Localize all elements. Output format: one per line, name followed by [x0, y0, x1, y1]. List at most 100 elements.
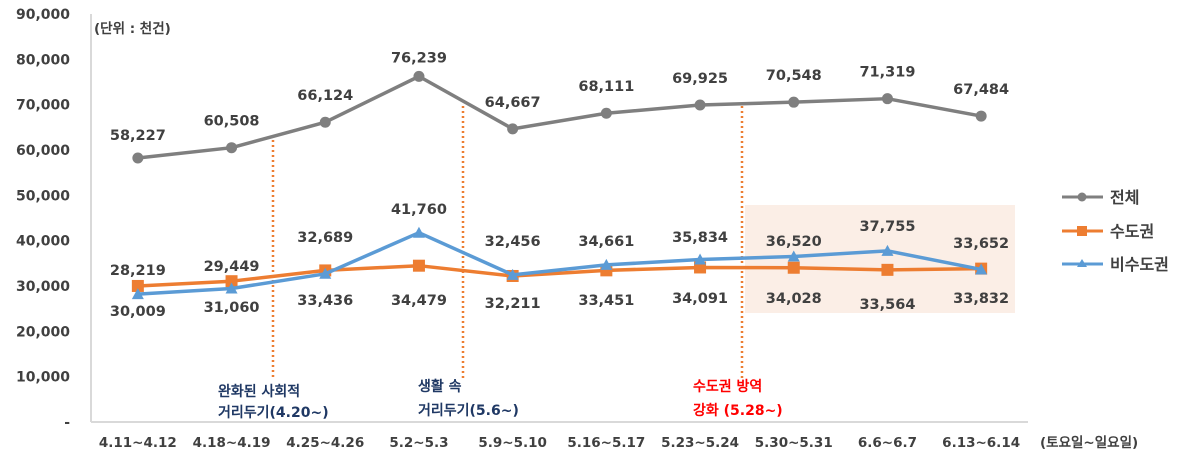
legend: 전체 수도권 비수도권	[1062, 188, 1169, 274]
x-tick-label: 4.25~4.26	[286, 435, 364, 451]
data-label: 32,211	[485, 296, 541, 312]
unit-label: (단위 : 천건)	[94, 20, 171, 37]
data-label: 34,091	[672, 291, 728, 307]
square-marker-icon[interactable]	[131, 279, 144, 292]
annotation-1-line2: 거리두기(4.20~)	[218, 405, 329, 421]
legend-item-capital-area[interactable]: 수도권	[1062, 222, 1154, 241]
x-tick-label: 4.11~4.12	[99, 435, 177, 451]
data-label: 33,564	[859, 297, 915, 313]
circle-marker-icon[interactable]	[132, 152, 144, 164]
square-marker-icon[interactable]	[881, 263, 894, 276]
data-label: 64,667	[485, 95, 541, 111]
data-label: 41,760	[391, 202, 447, 218]
annotation-2-line2: 거리두기(5.6~)	[418, 403, 519, 419]
x-axis-label: (토요일~일요일)	[1040, 435, 1138, 451]
triangle-marker-icon[interactable]	[787, 250, 800, 262]
triangle-marker-icon[interactable]	[225, 282, 238, 294]
data-label: 68,111	[578, 79, 634, 95]
data-label: 69,925	[672, 71, 728, 87]
circle-marker-icon[interactable]	[975, 110, 987, 122]
series-total	[132, 70, 987, 164]
data-label: 71,319	[859, 65, 915, 81]
y-tick-label: 60,000	[16, 143, 70, 159]
circle-marker-icon	[1077, 192, 1087, 202]
annotation-3-line2: 강화 (5.28~)	[693, 402, 783, 419]
data-label: 60,508	[204, 114, 260, 130]
series-line	[137, 263, 982, 288]
legend-item-total[interactable]: 전체	[1062, 188, 1139, 207]
series-non-capital-area	[131, 226, 988, 300]
x-tick-label: 5.9~5.10	[478, 435, 547, 451]
circle-marker-icon[interactable]	[507, 123, 519, 135]
x-tick-label: 5.30~5.31	[755, 435, 833, 451]
circle-marker-icon[interactable]	[226, 142, 238, 154]
data-label: 76,239	[391, 50, 447, 66]
data-label: 34,479	[391, 293, 447, 309]
triangle-marker-icon[interactable]	[131, 288, 144, 300]
y-tick-label: 30,000	[16, 279, 70, 295]
triangle-marker-icon[interactable]	[412, 226, 425, 238]
y-tick-label: 20,000	[16, 324, 70, 340]
annotation-1-line1: 완화된 사회적	[218, 383, 300, 400]
square-marker-icon[interactable]	[787, 261, 800, 274]
triangle-marker-icon[interactable]	[881, 244, 894, 256]
data-label: 32,456	[485, 234, 541, 250]
square-marker-icon[interactable]	[412, 259, 425, 272]
square-marker-icon	[1077, 226, 1087, 236]
x-axis-ticks: 4.11~4.12 4.18~4.19 4.25~4.26 5.2~5.3 5.9~5.…	[99, 435, 1020, 451]
data-label: 58,227	[110, 128, 166, 144]
data-label: 37,755	[859, 219, 915, 235]
y-tick-label: 50,000	[16, 188, 70, 204]
circle-marker-icon[interactable]	[319, 116, 331, 128]
series-line	[137, 74, 982, 160]
x-tick-label: 6.13~6.14	[942, 435, 1020, 451]
data-label: 33,832	[953, 291, 1009, 307]
circle-marker-icon[interactable]	[788, 96, 800, 108]
x-tick-label: 5.2~5.3	[389, 435, 448, 451]
circle-marker-icon[interactable]	[881, 93, 893, 105]
data-label: 32,689	[297, 230, 353, 246]
circle-marker-icon[interactable]	[694, 99, 706, 111]
data-labels: 58,227 60,508 66,124 76,239 64,667 68,111 69,9…	[110, 50, 1009, 320]
data-label: 30,009	[110, 304, 166, 320]
x-tick-label: 5.16~5.17	[567, 435, 645, 451]
data-label: 31,060	[204, 300, 260, 316]
x-tick-label: 4.18~4.19	[193, 435, 271, 451]
y-tick-label: 40,000	[16, 234, 70, 250]
data-label: 34,661	[578, 234, 634, 250]
x-tick-label: 6.6~6.7	[858, 435, 917, 451]
circle-marker-icon[interactable]	[600, 107, 612, 119]
triangle-marker-icon[interactable]	[506, 268, 519, 280]
data-label: 33,451	[578, 293, 634, 309]
y-tick-label: 80,000	[16, 52, 70, 68]
data-label: 67,484	[953, 82, 1009, 98]
triangle-marker-icon[interactable]	[694, 253, 707, 265]
data-label: 28,219	[110, 263, 166, 279]
annotation-2-line1: 생활 속	[418, 378, 462, 395]
y-tick-label: -	[64, 415, 70, 431]
data-label: 29,449	[204, 259, 260, 275]
circle-marker-icon[interactable]	[413, 70, 425, 82]
legend-label-non-capital-area: 비수도권	[1110, 255, 1169, 274]
x-tick-label: 5.23~5.24	[661, 435, 739, 451]
data-label: 36,520	[766, 234, 822, 250]
legend-label-total: 전체	[1110, 188, 1139, 207]
data-label: 34,028	[766, 291, 822, 307]
series-line	[137, 230, 982, 296]
legend-label-capital-area: 수도권	[1110, 222, 1154, 241]
data-label: 70,548	[766, 68, 822, 84]
data-label: 33,652	[953, 236, 1009, 252]
triangle-marker-icon	[1077, 259, 1087, 267]
y-axis-ticks: - 10,000 20,000 30,000 40,000 50,000 60,000 70,…	[16, 7, 70, 431]
legend-item-non-capital-area[interactable]: 비수도권	[1062, 255, 1169, 274]
square-marker-icon[interactable]	[225, 275, 238, 288]
y-tick-label: 10,000	[16, 370, 70, 386]
data-label: 35,834	[672, 230, 728, 246]
data-label: 33,436	[297, 293, 353, 309]
triangle-marker-icon[interactable]	[975, 263, 988, 275]
data-label: 66,124	[297, 88, 353, 104]
triangle-marker-icon[interactable]	[600, 258, 613, 270]
y-tick-label: 90,000	[16, 7, 70, 23]
triangle-marker-icon[interactable]	[319, 267, 332, 279]
